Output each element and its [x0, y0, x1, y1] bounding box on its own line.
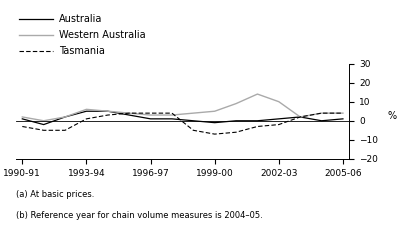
Tasmania: [255, 125, 260, 128]
Western Australia: [341, 112, 345, 114]
Western Australia: [106, 110, 110, 113]
Western Australia: [212, 110, 217, 113]
Tasmania: [84, 118, 89, 120]
Line: Western Australia: Western Australia: [22, 94, 343, 121]
Australia: [319, 119, 324, 122]
Australia: [170, 118, 174, 120]
Australia: [234, 119, 239, 122]
Text: Western Australia: Western Australia: [59, 30, 146, 40]
Tasmania: [41, 129, 46, 132]
Australia: [255, 119, 260, 122]
Tasmania: [191, 129, 196, 132]
Line: Tasmania: Tasmania: [22, 113, 343, 134]
Tasmania: [170, 112, 174, 114]
Australia: [298, 116, 303, 118]
Western Australia: [84, 108, 89, 111]
Western Australia: [276, 100, 281, 103]
Australia: [212, 121, 217, 124]
Australia: [41, 123, 46, 126]
Tasmania: [127, 112, 131, 114]
Tasmania: [341, 112, 345, 114]
Australia: [20, 118, 25, 120]
Line: Australia: Australia: [22, 111, 343, 125]
Text: (b) Reference year for chain volume measures is 2004–05.: (b) Reference year for chain volume meas…: [16, 211, 263, 220]
Australia: [84, 110, 89, 113]
Y-axis label: %: %: [387, 111, 397, 121]
Australia: [127, 114, 131, 116]
Tasmania: [212, 133, 217, 136]
Western Australia: [148, 114, 153, 116]
Western Australia: [41, 119, 46, 122]
Australia: [191, 119, 196, 122]
Western Australia: [255, 93, 260, 95]
Tasmania: [319, 112, 324, 114]
Australia: [276, 118, 281, 120]
Tasmania: [63, 129, 67, 132]
Western Australia: [234, 102, 239, 105]
Tasmania: [20, 125, 25, 128]
Australia: [106, 110, 110, 113]
Tasmania: [106, 114, 110, 116]
Australia: [63, 116, 67, 118]
Western Australia: [191, 112, 196, 114]
Australia: [341, 118, 345, 120]
Western Australia: [63, 116, 67, 118]
Western Australia: [319, 112, 324, 114]
Australia: [148, 118, 153, 120]
Text: Australia: Australia: [59, 14, 102, 24]
Tasmania: [234, 131, 239, 133]
Tasmania: [148, 112, 153, 114]
Western Australia: [170, 114, 174, 116]
Tasmania: [276, 123, 281, 126]
Text: Tasmania: Tasmania: [59, 46, 105, 56]
Tasmania: [298, 116, 303, 118]
Western Australia: [298, 116, 303, 118]
Text: (a) At basic prices.: (a) At basic prices.: [16, 190, 94, 200]
Western Australia: [127, 112, 131, 114]
Western Australia: [20, 116, 25, 118]
